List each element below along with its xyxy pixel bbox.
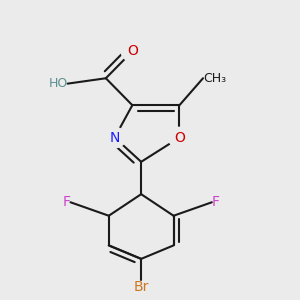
Text: CH₃: CH₃	[203, 72, 226, 85]
Text: Br: Br	[134, 280, 149, 294]
Text: O: O	[174, 130, 185, 145]
Text: HO: HO	[48, 77, 68, 90]
Text: N: N	[110, 130, 120, 145]
Circle shape	[168, 127, 190, 148]
Circle shape	[103, 127, 126, 148]
Text: O: O	[127, 44, 138, 58]
Circle shape	[121, 41, 143, 61]
Text: F: F	[212, 195, 220, 209]
Text: F: F	[62, 195, 70, 209]
